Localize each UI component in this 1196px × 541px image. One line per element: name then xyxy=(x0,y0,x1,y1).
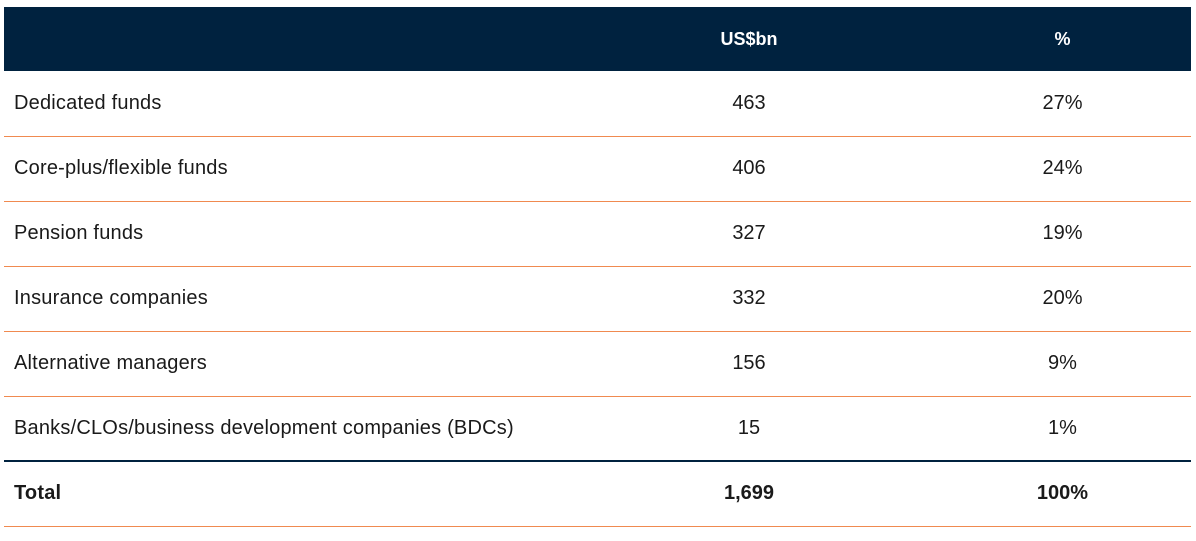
row-usd: 156 xyxy=(564,331,934,397)
row-pct: 19% xyxy=(934,201,1191,267)
row-label: Alternative managers xyxy=(4,331,564,397)
table-row: Banks/CLOs/business development companie… xyxy=(4,396,1191,462)
header-usd: US$bn xyxy=(720,28,778,49)
total-pct: 100% xyxy=(934,461,1191,527)
table-row: Core-plus/flexible funds 406 24% xyxy=(4,136,1191,202)
table-header: US$bn % xyxy=(4,7,1191,71)
table-row: Pension funds 327 19% xyxy=(4,201,1191,267)
total-row: Total 1,699 100% xyxy=(4,461,1191,527)
row-usd: 406 xyxy=(564,136,934,202)
row-usd: 332 xyxy=(564,266,934,332)
row-usd: 327 xyxy=(564,201,934,267)
row-label: Insurance companies xyxy=(4,266,564,332)
table-row: Insurance companies 332 20% xyxy=(4,266,1191,332)
table-row: Dedicated funds 463 27% xyxy=(4,71,1191,137)
header-label xyxy=(4,7,564,71)
table-row: Alternative managers 156 9% xyxy=(4,331,1191,397)
row-label: Dedicated funds xyxy=(4,71,564,137)
row-pct: 24% xyxy=(934,136,1191,202)
table-body: Dedicated funds 463 27% Core-plus/flexib… xyxy=(4,71,1191,527)
row-pct: 9% xyxy=(934,331,1191,397)
row-usd: 463 xyxy=(564,71,934,137)
total-usd: 1,699 xyxy=(564,461,934,527)
row-pct: 20% xyxy=(934,266,1191,332)
row-label: Pension funds xyxy=(4,201,564,267)
investor-breakdown-table: US$bn % Dedicated funds 463 27% Core-plu… xyxy=(4,7,1191,527)
row-pct: 1% xyxy=(934,396,1191,462)
total-label: Total xyxy=(4,461,564,527)
row-label: Core-plus/flexible funds xyxy=(4,136,564,202)
row-pct: 27% xyxy=(934,71,1191,137)
investor-table-container: US$bn % Dedicated funds 463 27% Core-plu… xyxy=(4,7,1191,527)
header-row: US$bn % xyxy=(4,7,1191,71)
row-label: Banks/CLOs/business development companie… xyxy=(4,396,564,462)
header-pct: % xyxy=(1054,28,1071,49)
row-usd: 15 xyxy=(564,396,934,462)
